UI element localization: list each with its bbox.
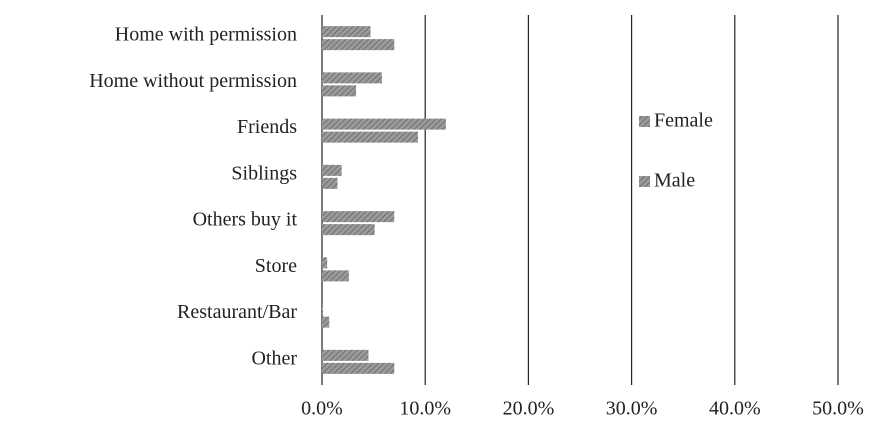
bar [322,270,349,282]
x-tick-label: 30.0% [606,398,658,420]
bar [322,164,342,176]
bar [322,257,328,269]
bar [322,177,338,189]
y-tick-label: Restaurant/Bar [177,301,297,323]
bar [322,72,382,84]
x-tick-label: 50.0% [812,398,864,420]
x-tick-label: 40.0% [709,398,761,420]
bar [322,39,395,51]
x-tick-label: 10.0% [399,398,451,420]
y-tick-label: Store [255,255,297,277]
x-tick-label: 20.0% [503,398,555,420]
bar [322,85,357,97]
bar [322,131,418,143]
bar [322,303,324,315]
bar [322,211,395,223]
y-tick-label: Siblings [231,162,297,184]
bar [322,224,375,236]
y-tick-label: Home without permission [89,70,297,92]
x-tick-label: 0.0% [301,398,343,420]
legend-label: Female [654,110,713,132]
bar [322,26,371,38]
y-tick-label: Home with permission [115,24,297,46]
y-tick-label: Friends [237,116,297,138]
y-tick-label: Others buy it [193,209,298,231]
legend-swatch-hatch [639,116,650,127]
bar [322,349,369,361]
y-tick-label: Other [251,347,297,369]
legend-label: Male [654,170,695,192]
bar [322,118,446,130]
legend-swatch-hatch [639,176,650,187]
bar [322,362,395,374]
bar [322,316,330,328]
